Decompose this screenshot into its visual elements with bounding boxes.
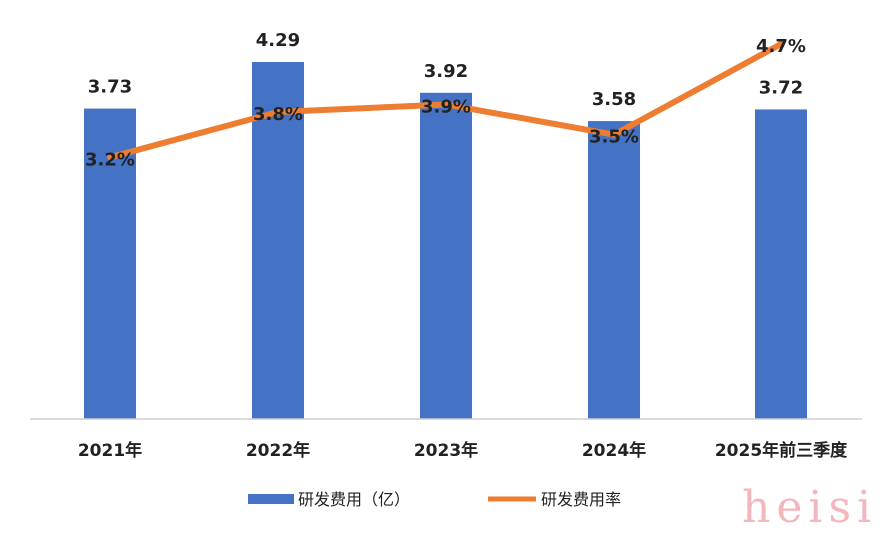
data-labels: 3.73 4.29 3.92 3.58 3.72 3.2% 3.8% 3.9% 3.5% 4.7% [85,30,806,170]
bar-5 [755,109,807,419]
rate-value-label: 3.2% [85,149,135,170]
bar-2 [252,62,304,419]
rate-line-series [107,41,784,161]
rate-value-label: 3.9% [421,96,471,117]
bar-value-label: 3.58 [592,89,636,110]
x-axis-ticks: 2021年 2022年 2023年 2024年 2025年前三季度 [78,440,848,461]
legend-label-line: 研发费用率 [541,490,621,509]
rate-value-label: 3.8% [253,104,303,125]
rate-value-label: 3.5% [589,127,639,148]
x-tick-label: 2021年 [78,440,142,461]
bar-value-label: 3.72 [759,77,803,98]
x-tick-label: 2025年前三季度 [715,440,848,461]
x-tick-label: 2022年 [246,440,310,461]
bar-series [84,62,807,419]
legend: 研发费用（亿） 研发费用率 [248,490,621,509]
x-tick-label: 2024年 [582,440,646,461]
bar-1 [84,108,136,419]
x-tick-label: 2023年 [414,440,478,461]
bar-4 [588,121,640,419]
legend-swatch-bar [248,494,294,504]
bar-3 [420,92,472,419]
watermark: heisi [742,482,877,533]
bar-value-label: 4.29 [256,30,300,51]
rate-value-label: 4.7% [756,36,806,57]
bar-value-label: 3.92 [424,61,468,82]
legend-label-bar: 研发费用（亿） [298,490,410,509]
bar-value-label: 3.73 [88,77,132,98]
